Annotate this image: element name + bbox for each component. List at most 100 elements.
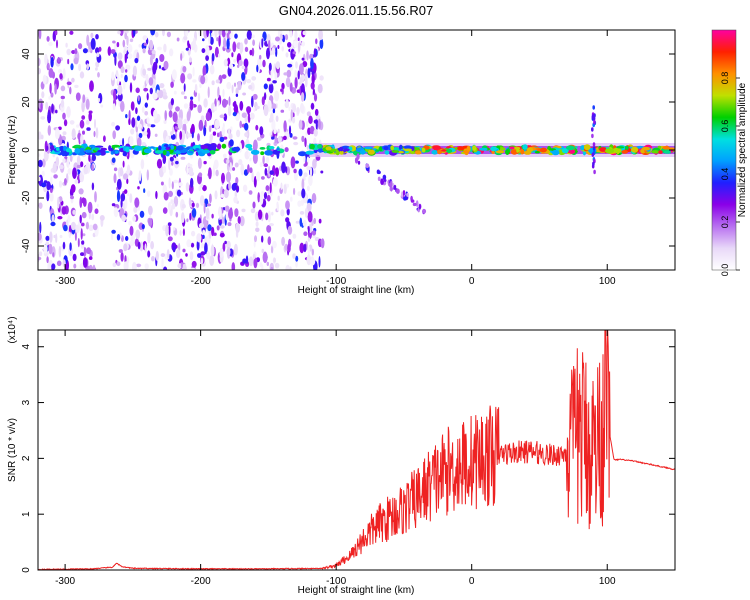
heatmap-cell [245, 143, 253, 149]
heatmap-cell [276, 203, 279, 212]
heatmap-cell [271, 136, 275, 140]
heatmap-cell [275, 167, 279, 177]
heatmap-cell [160, 181, 164, 186]
heatmap-cell [146, 92, 149, 101]
heatmap-cell [414, 150, 422, 155]
heatmap-cell [233, 243, 238, 256]
heatmap-cell [215, 169, 219, 177]
heatmap-cell [292, 53, 296, 57]
heatmap-cell [288, 106, 291, 111]
heatmap-cell [307, 225, 310, 234]
heatmap-cell [180, 73, 186, 84]
heatmap-cell [182, 228, 185, 236]
heatmap-cell [290, 109, 293, 121]
heatmap-cell [51, 214, 55, 223]
heatmap-cell [267, 165, 271, 178]
heatmap-cell [44, 53, 48, 65]
heatmap-cell [138, 170, 142, 182]
heatmap-cell [94, 147, 99, 151]
heatmap-cell [154, 150, 164, 154]
heatmap-cell [274, 262, 280, 269]
heatmap-cell [86, 127, 91, 131]
heatmap-cell [592, 146, 596, 151]
heatmap-cell [375, 149, 380, 152]
heatmap-cell [280, 182, 283, 190]
colorbar-tick-label: 0.6 [720, 120, 730, 133]
heatmap-cell [263, 104, 269, 117]
heatmap-cell [81, 115, 86, 120]
heatmap-cell [565, 145, 575, 151]
heatmap-cell [275, 47, 278, 58]
heatmap-cell [48, 41, 53, 47]
heatmap-cell [46, 181, 51, 191]
heatmap-cell [128, 110, 131, 121]
heatmap-cell [311, 230, 317, 236]
snr-y-axis-label: SNR (10 * v/v) [7, 418, 18, 482]
heatmap-cell [73, 263, 77, 269]
heatmap-cell [252, 39, 256, 46]
heatmap-cell [221, 126, 225, 137]
heatmap-cell [147, 232, 151, 244]
heatmap-cell [202, 38, 205, 42]
heatmap-cell [189, 99, 194, 111]
heatmap-cell [117, 84, 123, 96]
heatmap-cell [516, 148, 520, 153]
heatmap-cell [82, 94, 86, 104]
heatmap-cell [171, 161, 174, 166]
heatmap-cell [410, 199, 415, 203]
heatmap-cell [165, 150, 170, 157]
heatmap-cell [94, 151, 102, 156]
heatmap-cell [261, 235, 264, 243]
heatmap-cell [263, 92, 267, 101]
heatmap-cell [56, 260, 62, 267]
heatmap-cell [69, 242, 72, 251]
heatmap-cell [289, 82, 293, 92]
heatmap-cell [237, 80, 242, 91]
heatmap-cell [39, 221, 42, 234]
heatmap-cell [591, 127, 594, 132]
heatmap-cell [267, 210, 272, 223]
heatmap-cell [495, 150, 505, 154]
heatmap-cell [129, 240, 135, 247]
heatmap-cell [50, 92, 54, 98]
heatmap-cell [190, 177, 194, 188]
heatmap-cell [283, 72, 288, 76]
heatmap-cell [390, 145, 395, 151]
heatmap-cell [38, 30, 42, 40]
heatmap-cell [304, 161, 308, 167]
heatmap-cell [304, 207, 308, 218]
heatmap-cell [62, 68, 66, 79]
heatmap-cell [150, 124, 156, 128]
heatmap-cell [209, 193, 212, 204]
heatmap-cell [95, 67, 98, 71]
heatmap-cell [199, 83, 202, 88]
heatmap-cell [186, 164, 189, 176]
heatmap-cell [113, 173, 117, 184]
heatmap-cell [94, 208, 99, 214]
heatmap-cell [535, 151, 540, 154]
heatmap-cell [162, 30, 165, 37]
heatmap-cell [57, 216, 63, 220]
heatmap-cell [65, 42, 68, 48]
heatmap-cell [125, 146, 130, 153]
heatmap-cell [190, 127, 193, 134]
heatmap-cell [290, 156, 296, 169]
colorbar-gradient [712, 30, 736, 270]
heatmap-cell [379, 146, 383, 152]
heatmap-cell [236, 129, 241, 138]
heatmap-cell [280, 88, 283, 92]
heatmap-cell [139, 241, 144, 252]
heatmap-cell [233, 59, 237, 63]
heatmap-cell [85, 152, 94, 156]
heatmap-cell [93, 130, 96, 138]
heatmap-cell [401, 191, 403, 199]
heatmap-cell [211, 124, 215, 129]
y-tick-label: 2 [21, 455, 32, 461]
heatmap-cell [297, 37, 300, 41]
heatmap-cell [237, 64, 240, 69]
heatmap-cell [166, 249, 170, 259]
heatmap-cell [71, 128, 76, 140]
heatmap-cell [265, 156, 270, 164]
heatmap-cell [111, 71, 115, 81]
